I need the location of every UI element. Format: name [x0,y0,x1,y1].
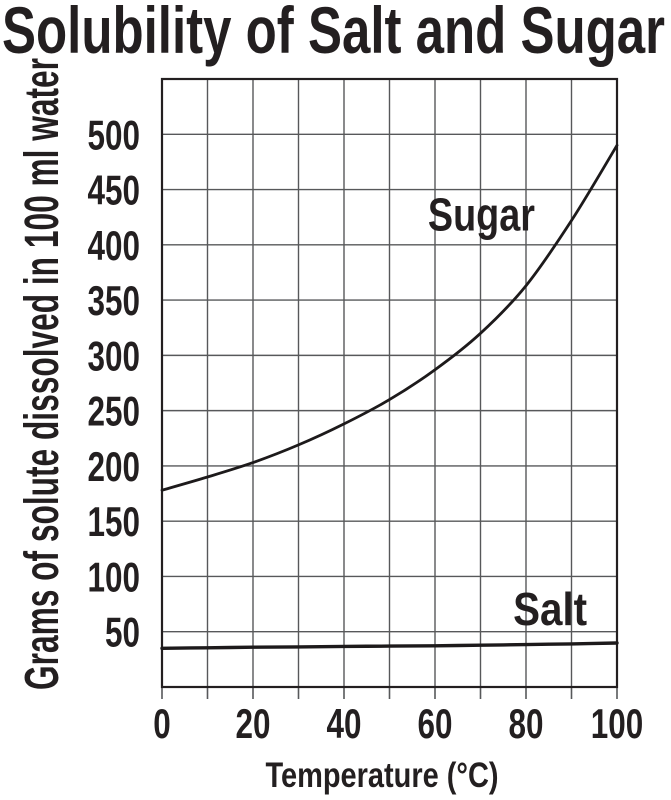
sugar-curve [160,143,619,492]
x-tick-label: 100 [591,700,644,747]
y-tick-label: 50 [105,609,140,656]
y-tick-label: 450 [88,167,141,214]
y-tick-labels: 50 100 150 200 250 300 350 400 450 500 [88,111,141,655]
plot-frame [160,77,619,689]
x-tick-label: 20 [236,700,271,747]
y-tick-label: 250 [88,388,141,435]
x-tick-labels: 0 20 40 60 80 100 [153,700,643,747]
y-tick-label: 150 [88,498,141,545]
sugar-series-label: Sugar [428,188,535,240]
chart-title: Solubility of Salt and Sugar [2,0,665,67]
y-tick-label: 100 [88,553,141,600]
y-tick-label: 500 [88,111,141,158]
axis-tick-marks [161,687,618,699]
x-tick-label: 60 [418,700,453,747]
salt-curve [160,641,619,650]
salt-series-label: Salt [513,583,587,635]
y-tick-label: 300 [88,332,141,379]
y-tick-label: 200 [88,443,141,490]
grid-lines [162,79,617,687]
data-curves [160,143,619,650]
y-tick-label: 400 [88,222,141,269]
x-tick-label: 80 [509,700,544,747]
y-tick-label: 350 [88,277,141,324]
x-tick-label: 0 [153,700,171,747]
y-axis-label: Grams of solute dissolved in 100 ml wate… [16,58,69,690]
x-tick-label: 40 [327,700,362,747]
x-axis-label: Temperature (°C) [266,756,499,795]
